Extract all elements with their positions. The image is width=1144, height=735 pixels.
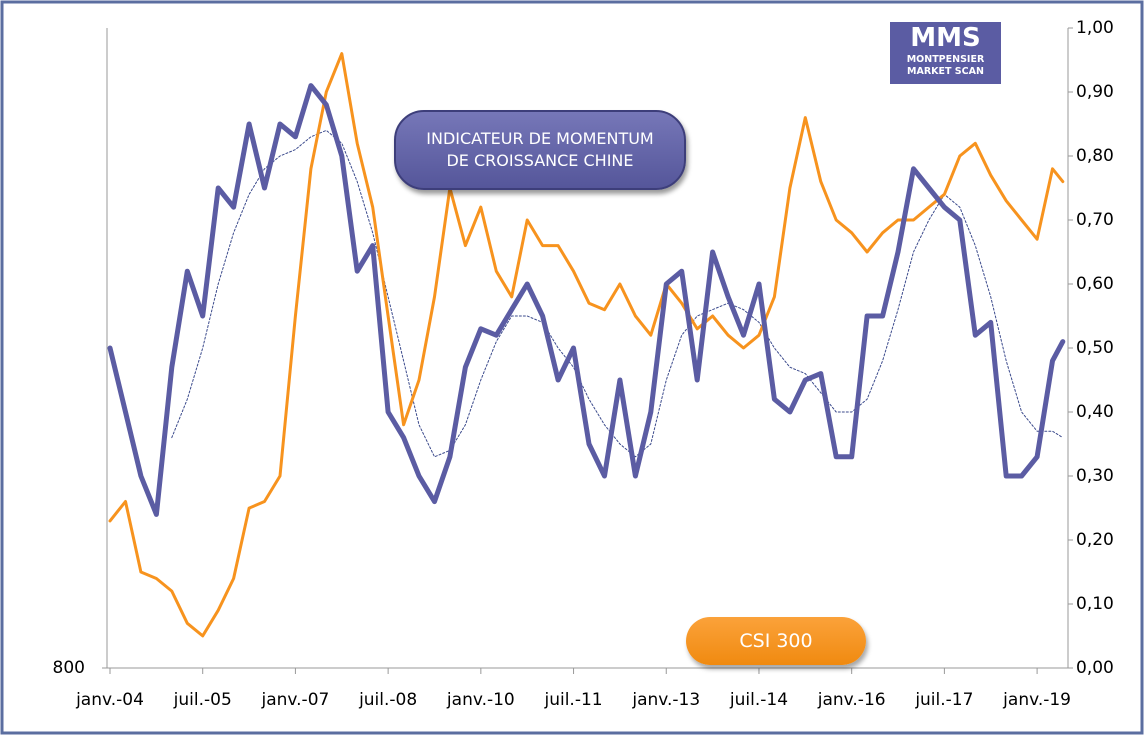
logo: MMS MONTPENSIER MARKET SCAN [890,22,1001,84]
series-line [107,83,1066,517]
x-tick-label: janv.-16 [817,690,886,710]
x-tick-label: juil.-08 [358,690,417,710]
x-tick-label: janv.-07 [261,690,330,710]
y2-tick-label: 0,70 [1076,210,1114,230]
y2-tick-label: 1,00 [1076,18,1114,38]
logo-title: MMS [910,23,981,53]
series-line [171,129,1064,458]
y2-tick-label: 0,50 [1076,338,1114,358]
x-tick-label: juil.-11 [543,690,602,710]
y2-tick-label: 0,20 [1076,530,1114,550]
x-tick-label: janv.-04 [75,690,144,710]
legend-momentum: INDICATEUR DE MOMENTUM DE CROISSANCE CHI… [394,110,686,190]
logo-line: MONTPENSIER [906,54,985,65]
legend-csi: CSI 300 [686,617,866,665]
x-tick-label: juil.-05 [173,690,232,710]
x-tick-label: juil.-17 [914,690,973,710]
x-tick-label: juil.-14 [729,690,788,710]
series-line [108,52,1065,638]
y2-tick-label: 0,90 [1076,82,1114,102]
y2-tick-label: 0,40 [1076,402,1114,422]
x-tick-label: janv.-10 [446,690,515,710]
y2-tick-label: 0,60 [1076,274,1114,294]
x-tick-label: janv.-19 [1002,690,1071,710]
x-tick-label: janv.-13 [631,690,700,710]
y2-tick-label: 0,00 [1076,658,1114,678]
y-tick-label: 800 [53,658,85,678]
logo-line: MARKET SCAN [907,66,984,77]
y2-tick-label: 0,80 [1076,146,1114,166]
y2-tick-label: 0,10 [1076,594,1114,614]
y2-tick-label: 0,30 [1076,466,1114,486]
